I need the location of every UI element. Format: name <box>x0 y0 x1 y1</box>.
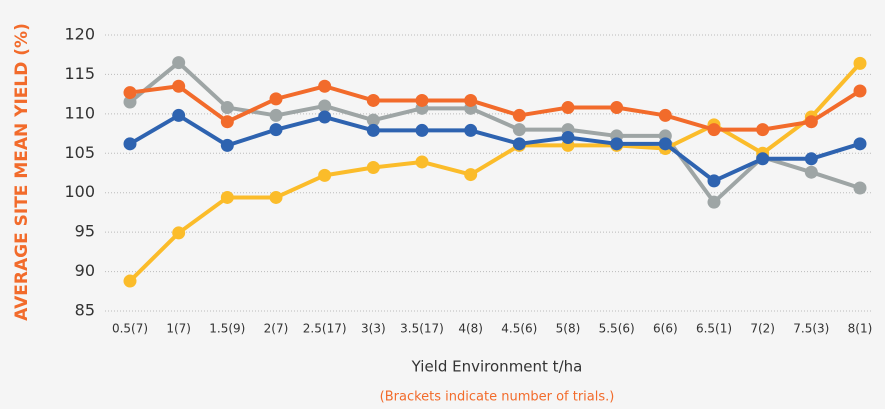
data-point <box>415 93 429 107</box>
data-point <box>318 99 332 113</box>
y-tick-label: 110 <box>64 103 95 122</box>
x-tick-label: 5(8) <box>556 322 581 336</box>
series-line <box>129 84 862 132</box>
data-point <box>707 123 721 137</box>
data-point <box>220 115 234 129</box>
data-point <box>220 101 234 115</box>
data-point <box>172 79 186 93</box>
x-tick-label: 4.5(6) <box>501 322 537 336</box>
x-tick-label: 3.5(17) <box>400 322 444 336</box>
y-tick-label: 105 <box>64 143 95 162</box>
data-point <box>853 84 867 98</box>
x-tick-label: 7(2) <box>750 322 775 336</box>
y-tick-label: 100 <box>64 182 95 201</box>
y-tick-label: 120 <box>64 25 95 44</box>
data-point <box>658 108 672 122</box>
data-point <box>804 165 818 179</box>
data-point <box>318 79 332 93</box>
data-point <box>512 108 526 122</box>
series-line <box>128 60 861 205</box>
data-point <box>269 92 283 106</box>
y-tick-label: 95 <box>75 222 95 241</box>
data-point <box>123 274 137 288</box>
data-point <box>123 137 137 151</box>
series-line <box>128 113 861 183</box>
x-tick-label: 5.5(6) <box>599 322 635 336</box>
x-tick-label: 3(3) <box>361 322 386 336</box>
data-point <box>512 123 526 137</box>
data-point <box>853 137 867 151</box>
x-tick-label: 4(8) <box>458 322 483 336</box>
x-tick-label: 7.5(3) <box>793 322 829 336</box>
x-tick-label: 1.5(9) <box>209 322 245 336</box>
data-point <box>853 181 867 195</box>
data-point <box>220 190 234 204</box>
data-point <box>464 93 478 107</box>
y-tick-label: 85 <box>75 301 95 320</box>
x-tick-label: 1(7) <box>166 322 191 336</box>
y-tick-label: 90 <box>75 261 95 280</box>
data-point <box>658 137 672 151</box>
data-point <box>804 152 818 166</box>
x-tick-label: 0.5(7) <box>112 322 148 336</box>
data-point <box>561 101 575 115</box>
data-point <box>366 93 380 107</box>
data-point <box>804 115 818 129</box>
data-point <box>318 110 332 124</box>
note: (Brackets indicate number of trials.) <box>380 390 615 405</box>
x-tick-label: 2(7) <box>264 322 289 336</box>
data-point <box>269 123 283 137</box>
data-point <box>366 160 380 174</box>
data-point <box>561 131 575 145</box>
data-point <box>366 123 380 137</box>
data-point <box>707 195 721 209</box>
series-line <box>128 62 862 283</box>
data-point <box>366 113 380 127</box>
data-point <box>756 123 770 137</box>
data-point <box>853 56 867 70</box>
data-point <box>415 123 429 137</box>
data-point <box>464 123 478 137</box>
x-tick-label: 6(6) <box>653 322 678 336</box>
data-point <box>269 108 283 122</box>
data-point <box>610 137 624 151</box>
data-point <box>512 137 526 151</box>
x-tick-label: 8(1) <box>848 322 873 336</box>
y-tick-label: 115 <box>64 64 95 83</box>
data-point <box>756 152 770 166</box>
data-point <box>464 168 478 182</box>
data-point <box>318 168 332 182</box>
data-point <box>610 101 624 115</box>
x-tick-label: 2.5(17) <box>303 322 347 336</box>
data-point <box>123 95 137 109</box>
data-point <box>269 190 283 204</box>
x-axis-label: Yield Environment t/ha <box>411 358 583 376</box>
data-point <box>707 174 721 188</box>
data-point <box>172 226 186 240</box>
data-point <box>220 138 234 152</box>
data-point <box>415 155 429 169</box>
y-axis-label: AVERAGE SITE MEAN YIELD (%) <box>12 23 32 321</box>
data-point <box>172 56 186 70</box>
data-point <box>172 108 186 122</box>
x-tick-label: 6.5(1) <box>696 322 732 336</box>
data-point <box>123 86 137 100</box>
